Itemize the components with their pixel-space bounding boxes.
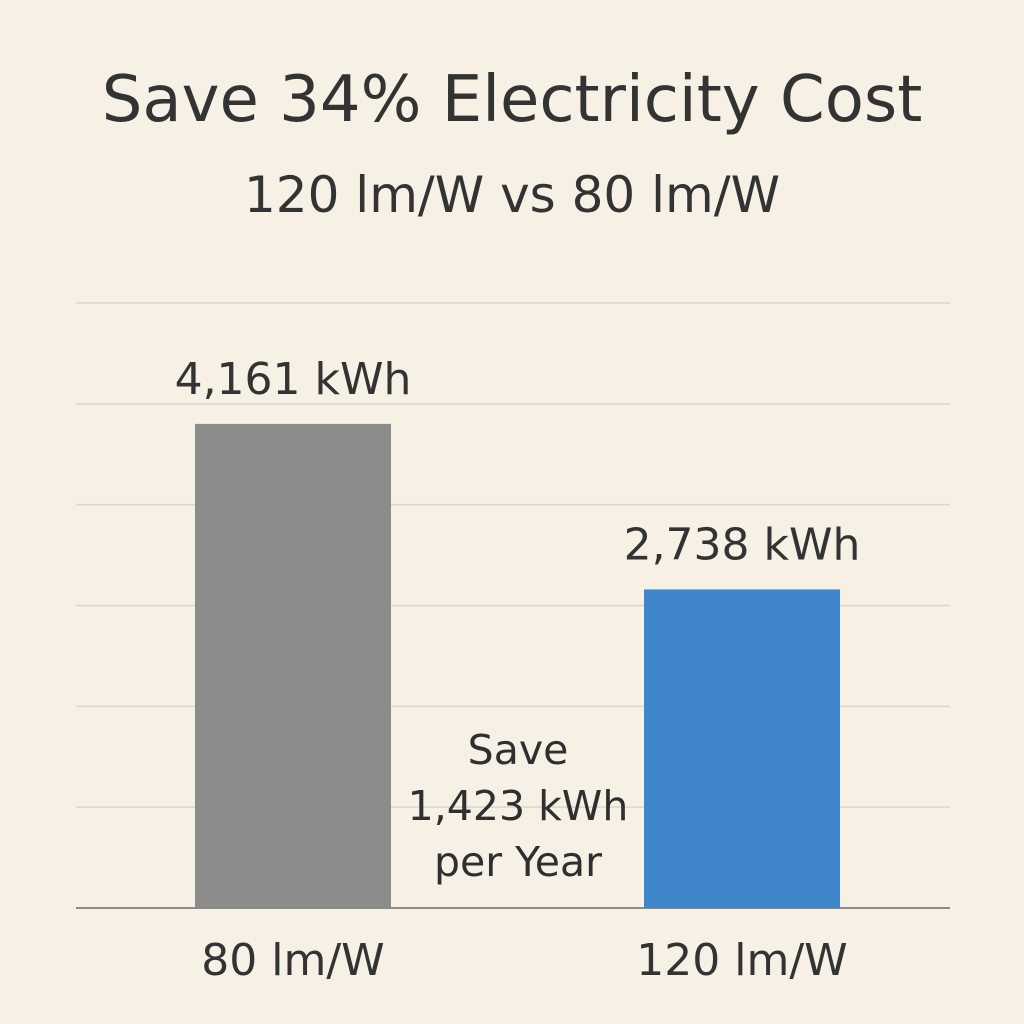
savings-line-3: per Year xyxy=(434,838,602,886)
chart-title: Save 34% Electricity Cost xyxy=(101,63,923,137)
bars xyxy=(195,423,840,908)
bar-80-lmw xyxy=(195,423,391,908)
chart-subtitle: 120 lm/W vs 80 lm/W xyxy=(243,166,781,224)
bar-120-lmw xyxy=(644,589,840,908)
value-label: 2,738 kWh xyxy=(624,519,861,570)
savings-line-1: Save xyxy=(467,726,569,774)
category-label: 120 lm/W xyxy=(636,935,847,986)
labels: 4,161 kWh 80 lm/W 2,738 kWh 120 lm/W xyxy=(175,354,861,986)
savings-annotation: Save 1,423 kWh per Year xyxy=(388,722,648,890)
value-label: 4,161 kWh xyxy=(175,354,412,405)
savings-line-2: 1,423 kWh xyxy=(407,782,629,830)
category-label: 80 lm/W xyxy=(201,935,384,986)
